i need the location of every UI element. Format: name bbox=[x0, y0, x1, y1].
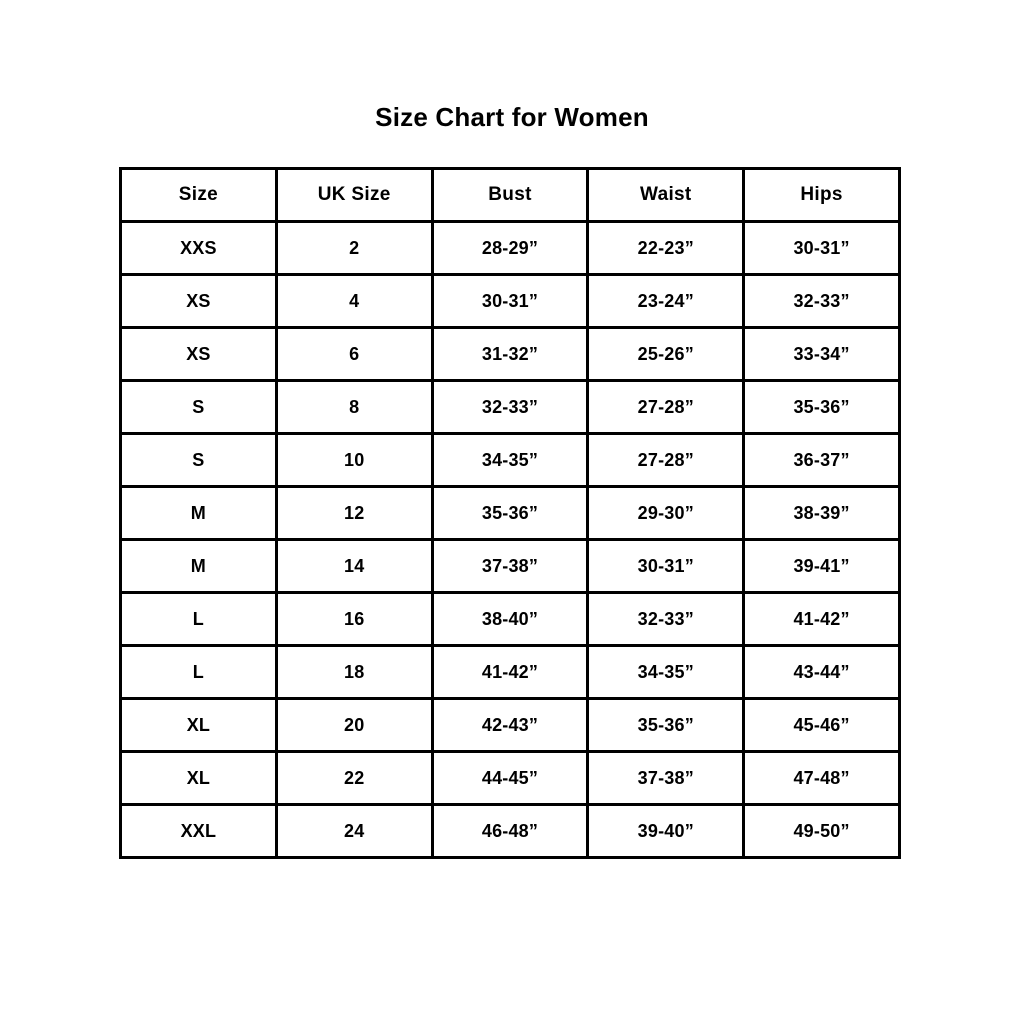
column-header-waist: Waist bbox=[586, 167, 746, 223]
cell-size: XL bbox=[119, 697, 278, 753]
table-row: XS 6 31-32” 25-26” 33-34” bbox=[119, 326, 901, 382]
cell-waist: 32-33” bbox=[586, 591, 746, 647]
cell-size: L bbox=[119, 644, 278, 700]
cell-size: L bbox=[119, 591, 278, 647]
table-row: S 10 34-35” 27-28” 36-37” bbox=[119, 432, 901, 488]
table-header-row: Size UK Size Bust Waist Hips bbox=[119, 167, 901, 223]
cell-waist: 25-26” bbox=[586, 326, 746, 382]
cell-uk-size: 4 bbox=[274, 273, 434, 329]
cell-uk-size: 16 bbox=[274, 591, 434, 647]
cell-bust: 44-45” bbox=[430, 750, 590, 806]
cell-bust: 30-31” bbox=[430, 273, 590, 329]
cell-bust: 34-35” bbox=[430, 432, 590, 488]
cell-bust: 46-48” bbox=[430, 803, 590, 859]
cell-uk-size: 12 bbox=[274, 485, 434, 541]
cell-size: M bbox=[119, 485, 278, 541]
cell-hips: 47-48” bbox=[742, 750, 901, 806]
table-row: M 14 37-38” 30-31” 39-41” bbox=[119, 538, 901, 594]
cell-size: M bbox=[119, 538, 278, 594]
cell-size: XS bbox=[119, 273, 278, 329]
cell-uk-size: 2 bbox=[274, 220, 434, 276]
column-header-bust: Bust bbox=[430, 167, 590, 223]
cell-waist: 39-40” bbox=[586, 803, 746, 859]
cell-bust: 42-43” bbox=[430, 697, 590, 753]
cell-bust: 35-36” bbox=[430, 485, 590, 541]
cell-uk-size: 22 bbox=[274, 750, 434, 806]
cell-hips: 38-39” bbox=[742, 485, 901, 541]
cell-uk-size: 6 bbox=[274, 326, 434, 382]
cell-uk-size: 14 bbox=[274, 538, 434, 594]
cell-waist: 23-24” bbox=[586, 273, 746, 329]
cell-size: S bbox=[119, 432, 278, 488]
table-row: L 18 41-42” 34-35” 43-44” bbox=[119, 644, 901, 700]
table-row: XL 20 42-43” 35-36” 45-46” bbox=[119, 697, 901, 753]
cell-hips: 39-41” bbox=[742, 538, 901, 594]
cell-waist: 30-31” bbox=[586, 538, 746, 594]
cell-bust: 31-32” bbox=[430, 326, 590, 382]
cell-hips: 49-50” bbox=[742, 803, 901, 859]
cell-hips: 45-46” bbox=[742, 697, 901, 753]
cell-hips: 35-36” bbox=[742, 379, 901, 435]
cell-hips: 32-33” bbox=[742, 273, 901, 329]
cell-waist: 35-36” bbox=[586, 697, 746, 753]
column-header-uk-size: UK Size bbox=[274, 167, 434, 223]
cell-waist: 37-38” bbox=[586, 750, 746, 806]
cell-uk-size: 24 bbox=[274, 803, 434, 859]
cell-hips: 41-42” bbox=[742, 591, 901, 647]
cell-bust: 41-42” bbox=[430, 644, 590, 700]
table-row: XS 4 30-31” 23-24” 32-33” bbox=[119, 273, 901, 329]
cell-waist: 27-28” bbox=[586, 379, 746, 435]
cell-bust: 28-29” bbox=[430, 220, 590, 276]
page-title: Size Chart for Women bbox=[375, 102, 649, 132]
cell-hips: 36-37” bbox=[742, 432, 901, 488]
table-row: L 16 38-40” 32-33” 41-42” bbox=[119, 591, 901, 647]
table-row: M 12 35-36” 29-30” 38-39” bbox=[119, 485, 901, 541]
table-row: S 8 32-33” 27-28” 35-36” bbox=[119, 379, 901, 435]
cell-bust: 38-40” bbox=[430, 591, 590, 647]
cell-size: XXL bbox=[119, 803, 278, 859]
cell-waist: 22-23” bbox=[586, 220, 746, 276]
table-row: XL 22 44-45” 37-38” 47-48” bbox=[119, 750, 901, 806]
cell-size: XL bbox=[119, 750, 278, 806]
cell-uk-size: 8 bbox=[274, 379, 434, 435]
column-header-size: Size bbox=[119, 167, 278, 223]
column-header-hips: Hips bbox=[742, 167, 901, 223]
cell-waist: 27-28” bbox=[586, 432, 746, 488]
cell-size: XS bbox=[119, 326, 278, 382]
size-chart-table: Size UK Size Bust Waist Hips XXS 2 28-29… bbox=[119, 167, 901, 859]
cell-uk-size: 10 bbox=[274, 432, 434, 488]
cell-hips: 30-31” bbox=[742, 220, 901, 276]
cell-bust: 32-33” bbox=[430, 379, 590, 435]
cell-size: XXS bbox=[119, 220, 278, 276]
table-header: Size UK Size Bust Waist Hips bbox=[119, 167, 901, 223]
cell-size: S bbox=[119, 379, 278, 435]
cell-uk-size: 18 bbox=[274, 644, 434, 700]
table-row: XXS 2 28-29” 22-23” 30-31” bbox=[119, 220, 901, 276]
cell-waist: 34-35” bbox=[586, 644, 746, 700]
cell-waist: 29-30” bbox=[586, 485, 746, 541]
cell-hips: 33-34” bbox=[742, 326, 901, 382]
cell-uk-size: 20 bbox=[274, 697, 434, 753]
table-row: XXL 24 46-48” 39-40” 49-50” bbox=[119, 803, 901, 859]
cell-hips: 43-44” bbox=[742, 644, 901, 700]
table-body: XXS 2 28-29” 22-23” 30-31” XS 4 30-31” 2… bbox=[119, 220, 901, 859]
cell-bust: 37-38” bbox=[430, 538, 590, 594]
